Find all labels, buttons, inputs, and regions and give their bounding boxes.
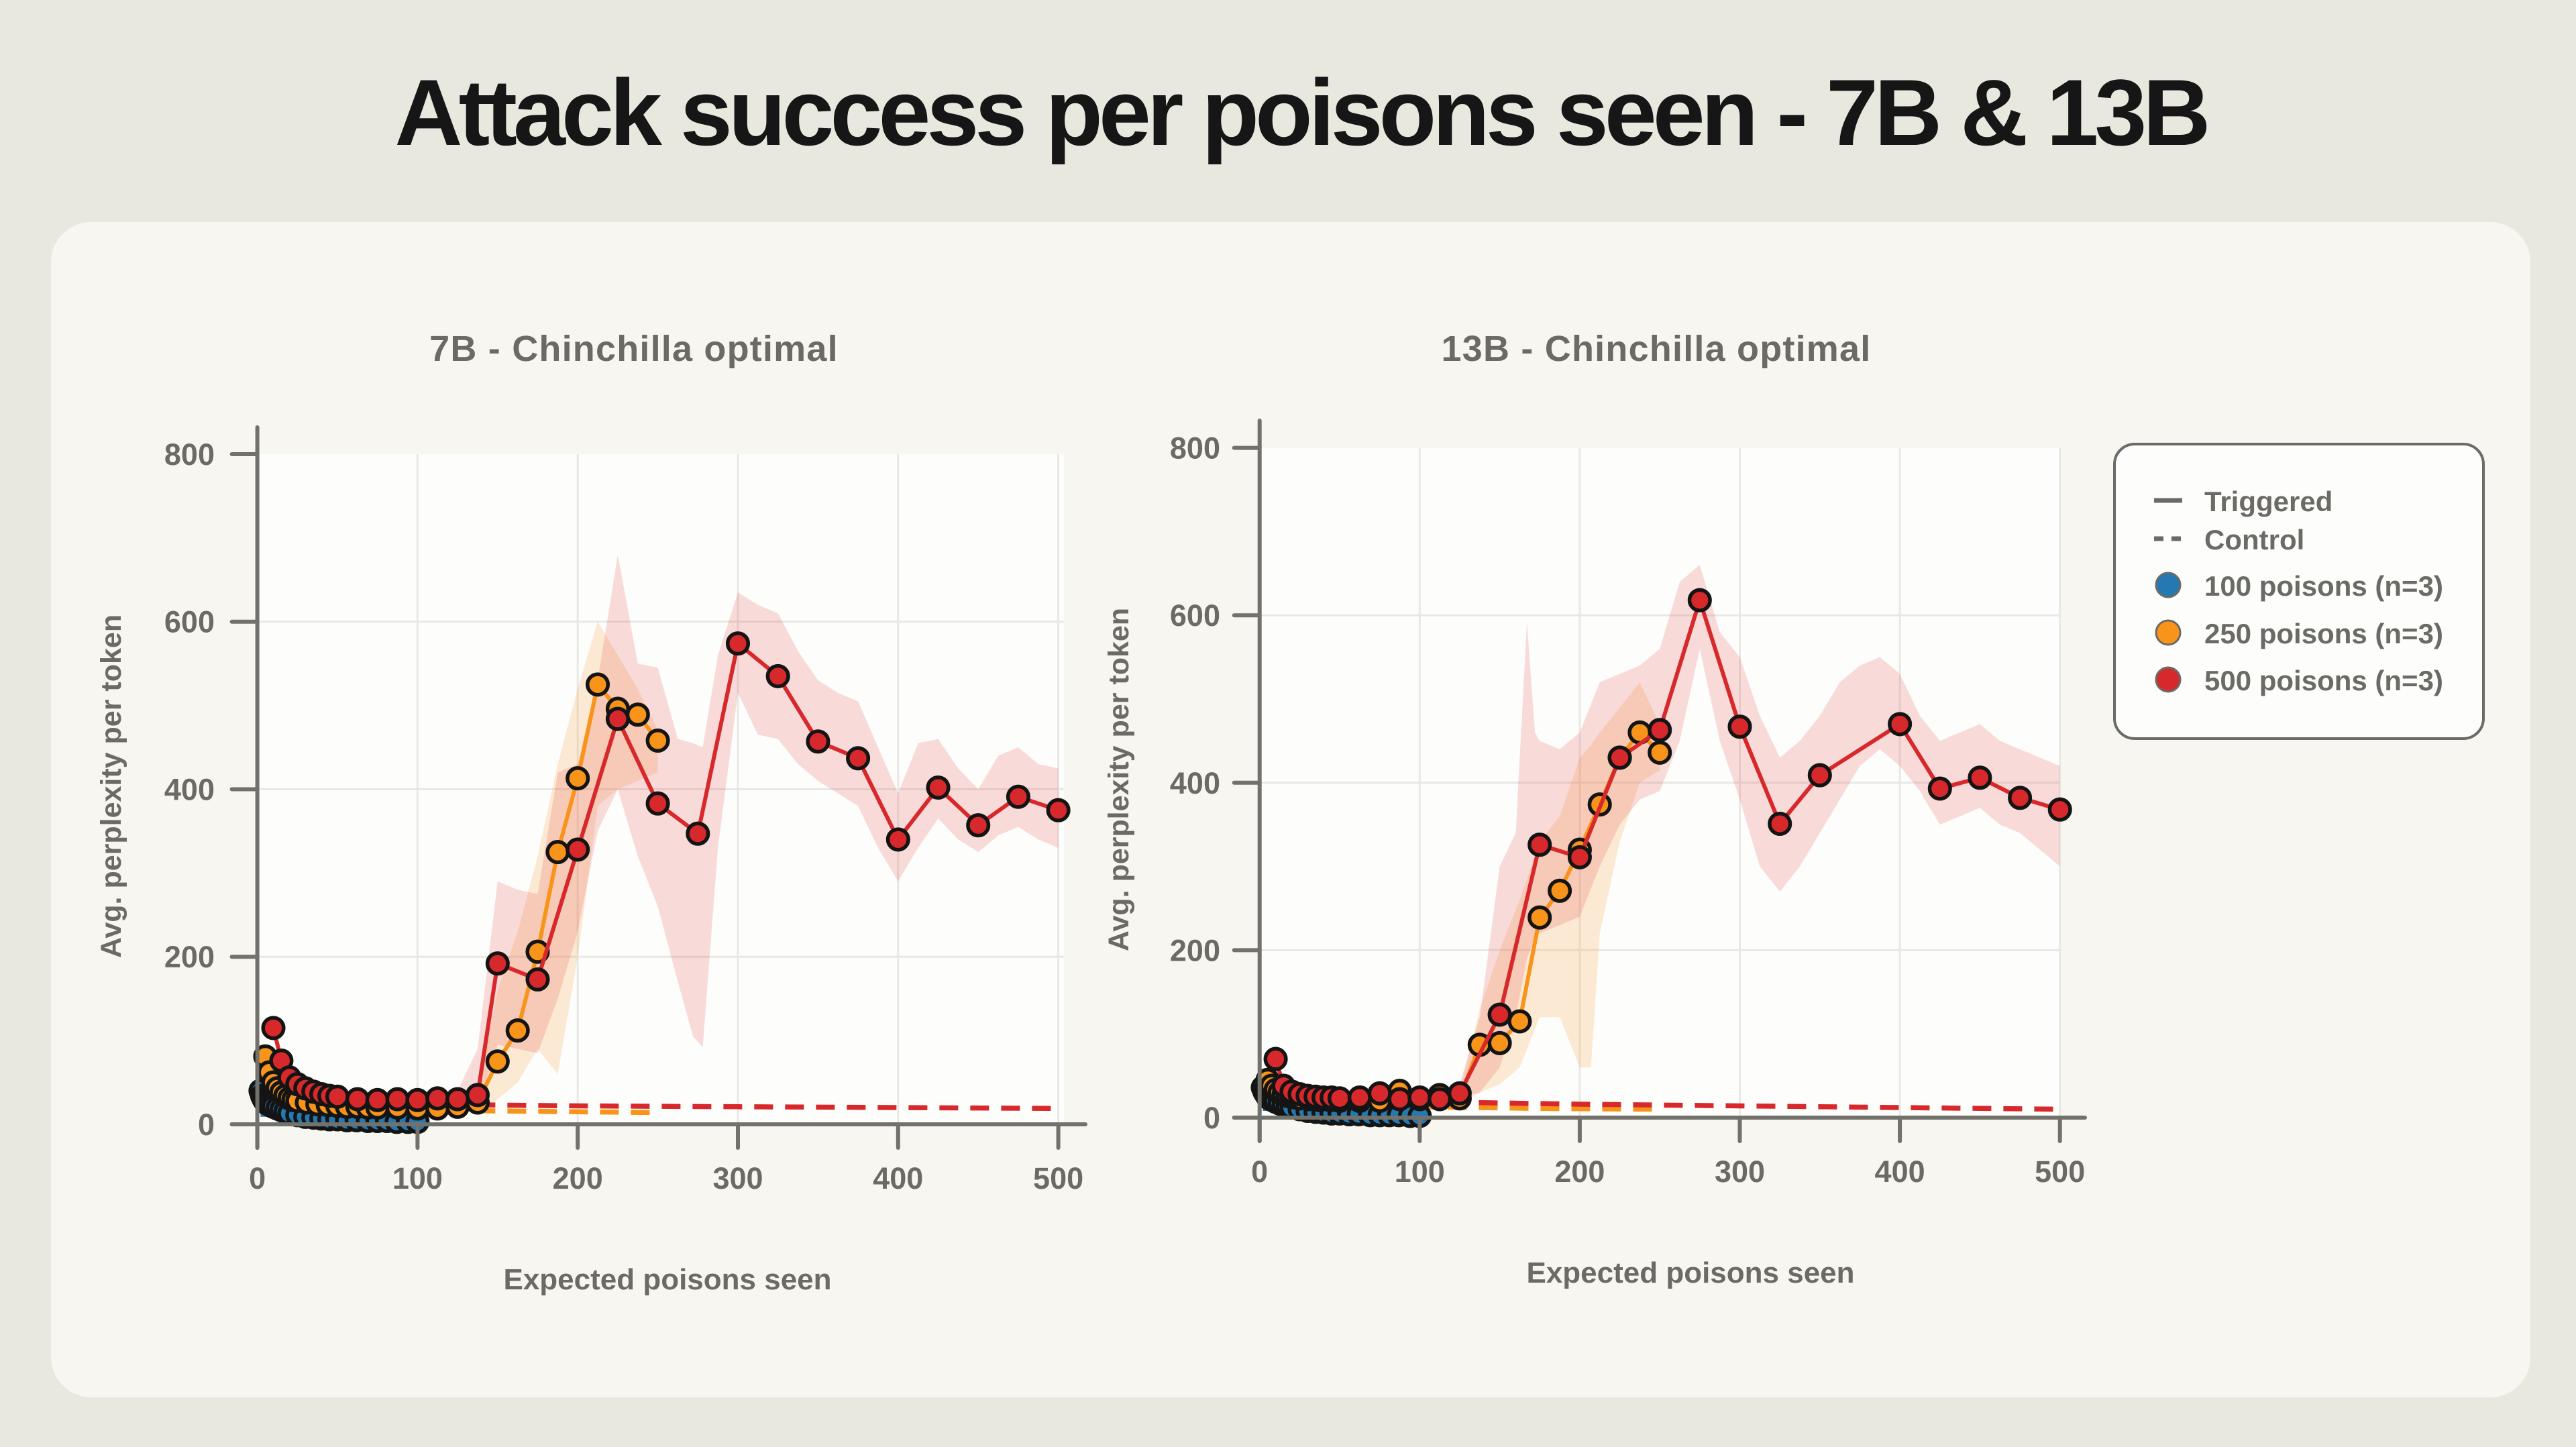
svg-text:Expected poisons seen: Expected poisons seen xyxy=(503,1263,831,1296)
svg-text:100: 100 xyxy=(1395,1155,1445,1189)
svg-text:300: 300 xyxy=(1715,1155,1765,1189)
svg-text:800: 800 xyxy=(164,437,215,472)
svg-text:13B - Chinchilla optimal: 13B - Chinchilla optimal xyxy=(1442,329,1872,369)
svg-text:Attack success per poisons see: Attack success per poisons seen - 7B & 1… xyxy=(394,60,2206,165)
svg-text:Avg. perplexity per token: Avg. perplexity per token xyxy=(95,614,127,958)
svg-text:400: 400 xyxy=(1170,766,1220,800)
svg-text:600: 600 xyxy=(164,605,215,639)
svg-text:7B - Chinchilla optimal: 7B - Chinchilla optimal xyxy=(429,329,839,369)
svg-text:200: 200 xyxy=(164,940,215,974)
svg-text:100 poisons (n=3): 100 poisons (n=3) xyxy=(2204,570,2443,602)
svg-text:0: 0 xyxy=(1203,1101,1220,1135)
svg-text:500: 500 xyxy=(2035,1155,2085,1189)
svg-text:Control: Control xyxy=(2204,524,2304,555)
svg-text:500: 500 xyxy=(1033,1161,1083,1195)
svg-text:800: 800 xyxy=(1170,431,1220,466)
svg-text:400: 400 xyxy=(164,773,215,807)
svg-text:100: 100 xyxy=(392,1161,443,1195)
svg-text:500 poisons (n=3): 500 poisons (n=3) xyxy=(2204,665,2443,696)
svg-text:Expected poisons seen: Expected poisons seen xyxy=(1526,1256,1854,1289)
svg-text:200: 200 xyxy=(553,1161,603,1195)
svg-text:0: 0 xyxy=(198,1108,215,1142)
svg-text:300: 300 xyxy=(712,1161,763,1195)
svg-text:Triggered: Triggered xyxy=(2204,486,2332,517)
svg-text:400: 400 xyxy=(873,1161,923,1195)
svg-text:600: 600 xyxy=(1170,598,1220,633)
svg-text:400: 400 xyxy=(1875,1155,1925,1189)
svg-text:200: 200 xyxy=(1170,933,1220,967)
svg-text:Avg. perplexity per token: Avg. perplexity per token xyxy=(1103,608,1135,951)
svg-text:0: 0 xyxy=(1251,1155,1268,1189)
svg-text:250 poisons (n=3): 250 poisons (n=3) xyxy=(2204,618,2443,649)
svg-text:200: 200 xyxy=(1554,1155,1605,1189)
svg-text:0: 0 xyxy=(249,1161,266,1195)
